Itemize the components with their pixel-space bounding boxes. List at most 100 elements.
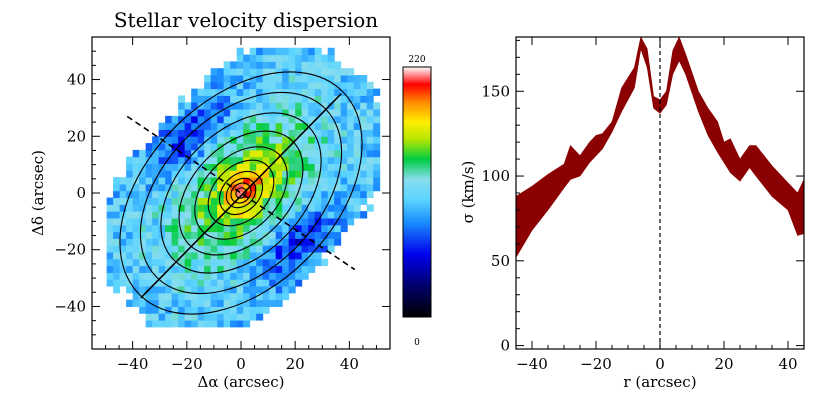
map-pixel bbox=[171, 306, 179, 314]
map-pixel bbox=[262, 204, 270, 212]
map-pixel bbox=[230, 122, 238, 130]
map-pixel bbox=[347, 88, 355, 96]
map-pixel bbox=[217, 292, 225, 301]
map-pixel bbox=[217, 183, 225, 192]
map-pixel bbox=[308, 170, 316, 178]
map-pixel bbox=[256, 122, 264, 130]
map-pixel bbox=[340, 156, 348, 164]
map-pixel bbox=[366, 88, 374, 96]
map-pixel bbox=[204, 224, 212, 233]
map-pixel bbox=[256, 231, 264, 239]
map-pixel bbox=[327, 177, 335, 185]
map-pixel bbox=[191, 177, 199, 185]
map-pixel bbox=[275, 156, 283, 164]
profile-x-tick-label: 0 bbox=[655, 355, 665, 373]
map-pixel bbox=[236, 217, 244, 226]
map-pixel bbox=[197, 265, 205, 273]
map-pixel bbox=[288, 183, 296, 192]
map-pixel bbox=[171, 156, 179, 164]
map-pixel bbox=[256, 68, 264, 76]
map-pixel bbox=[308, 190, 316, 199]
map-pixel bbox=[132, 197, 140, 205]
map-pixel bbox=[314, 238, 322, 246]
map-pixel bbox=[366, 115, 374, 124]
map-pixel bbox=[256, 292, 264, 301]
profile-x-tick-label: −40 bbox=[516, 355, 548, 373]
map-pixel bbox=[340, 197, 348, 205]
map-pixel bbox=[171, 129, 179, 137]
map-pixel bbox=[282, 258, 290, 267]
map-pixel bbox=[210, 279, 218, 287]
map-pixel bbox=[275, 224, 283, 233]
map-pixel bbox=[223, 149, 231, 158]
map-pixel bbox=[282, 272, 290, 280]
map-pixel bbox=[119, 265, 127, 273]
map-pixel bbox=[321, 54, 329, 62]
map-pixel bbox=[223, 217, 231, 226]
map-pixel bbox=[178, 143, 186, 151]
map-pixel bbox=[171, 204, 179, 212]
map-pixel bbox=[249, 102, 257, 110]
map-pixel bbox=[184, 136, 192, 144]
map-pixel bbox=[340, 163, 348, 171]
map-pixel bbox=[321, 109, 329, 117]
map-pixel bbox=[256, 224, 264, 233]
map-pixel bbox=[262, 129, 270, 137]
map-pixel bbox=[152, 320, 160, 328]
map-pixel bbox=[158, 129, 166, 137]
map-pixel bbox=[275, 190, 283, 199]
map-pixel bbox=[373, 156, 381, 164]
map-pixel bbox=[308, 109, 316, 117]
map-y-tick-label: 40 bbox=[67, 71, 86, 89]
map-pixel bbox=[139, 306, 147, 314]
map-pixel bbox=[132, 252, 140, 260]
map-pixel bbox=[288, 61, 296, 69]
map-pixel bbox=[243, 313, 251, 321]
map-pixel bbox=[301, 177, 309, 185]
map-pixel bbox=[236, 238, 244, 246]
map-pixel bbox=[106, 204, 114, 212]
map-pixel bbox=[119, 204, 127, 212]
map-pixel bbox=[145, 183, 153, 192]
map-pixel bbox=[340, 190, 348, 199]
map-pixel bbox=[223, 272, 231, 280]
map-pixel bbox=[288, 129, 296, 137]
map-pixel bbox=[308, 204, 316, 212]
map-pixel bbox=[347, 109, 355, 117]
map-pixel bbox=[334, 88, 342, 96]
map-pixel bbox=[204, 170, 212, 178]
map-pixel bbox=[256, 129, 264, 137]
map-pixel bbox=[249, 190, 257, 199]
map-pixel bbox=[158, 217, 166, 226]
map-pixel bbox=[210, 143, 218, 151]
map-pixel bbox=[171, 272, 179, 280]
map-pixel bbox=[236, 109, 244, 117]
map-pixel bbox=[301, 272, 309, 280]
map-pixel bbox=[249, 279, 257, 287]
map-pixel bbox=[373, 170, 381, 178]
map-pixel bbox=[262, 252, 270, 260]
map-pixel bbox=[256, 258, 264, 267]
map-pixel bbox=[340, 143, 348, 151]
map-pixel bbox=[295, 272, 303, 280]
map-pixel bbox=[256, 245, 264, 253]
map-pixel bbox=[288, 238, 296, 246]
map-pixel bbox=[165, 143, 173, 151]
map-pixel bbox=[210, 197, 218, 205]
map-pixel bbox=[217, 68, 225, 76]
map-pixel bbox=[152, 224, 160, 233]
map-pixel bbox=[178, 170, 186, 178]
map-pixel bbox=[113, 265, 121, 273]
map-pixel bbox=[165, 211, 173, 219]
map-pixel bbox=[126, 245, 134, 253]
map-pixel bbox=[249, 183, 257, 192]
map-pixel bbox=[249, 115, 257, 124]
map-pixel bbox=[106, 217, 114, 226]
map-pixel bbox=[340, 149, 348, 158]
map-pixel bbox=[314, 197, 322, 205]
map-pixel bbox=[256, 217, 264, 226]
map-pixel bbox=[301, 149, 309, 158]
map-pixel bbox=[126, 286, 134, 294]
map-pixel bbox=[204, 252, 212, 260]
map-pixel bbox=[353, 149, 361, 158]
